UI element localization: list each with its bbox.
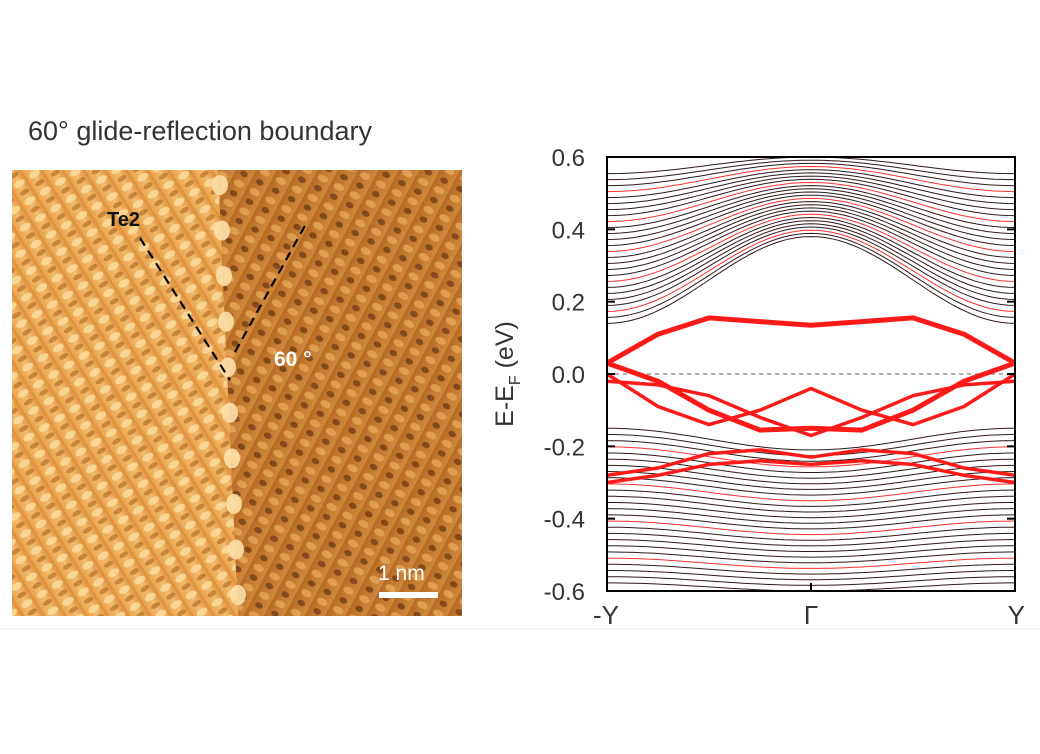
scalebar-label: 1 nm [378, 562, 425, 585]
surface-bands [607, 315, 1015, 485]
conduction-band [607, 213, 1015, 282]
stm-title: 60° glide-reflection boundary [28, 116, 373, 146]
surface-state-band [607, 379, 1015, 438]
conduction-band [607, 204, 1015, 264]
valence-band [607, 557, 1015, 569]
surface-state-band [607, 360, 1015, 433]
conduction-band [607, 223, 1015, 300]
valence-band [607, 563, 1015, 575]
surface-state-band [607, 448, 1015, 478]
conduction-band [607, 165, 1015, 193]
y-tick-label: -0.6 [544, 579, 585, 606]
boundary-atom [226, 493, 242, 514]
conduction-band [607, 169, 1015, 199]
valence-band [607, 514, 1015, 530]
surface-state-band [607, 315, 1015, 366]
valence-band [607, 570, 1015, 581]
boundary-atom [218, 311, 234, 332]
y-axis-label: E-EF (eV) [491, 321, 524, 427]
y-tick-label: 0.0 [552, 362, 585, 389]
boundary-atom [214, 220, 230, 241]
y-tick-label: 0.2 [552, 290, 585, 317]
te2-guide-line [139, 237, 231, 381]
conduction-band [607, 175, 1015, 211]
y-tick-label: -0.2 [544, 434, 585, 461]
angle-guide-line [234, 221, 308, 353]
y-tick-label: 0.6 [552, 145, 585, 172]
conduction-band [607, 178, 1015, 217]
valence-band [607, 440, 1015, 462]
valence-band [607, 477, 1015, 496]
valence-band [607, 539, 1015, 552]
valence-band [607, 483, 1015, 502]
valence-band [607, 582, 1015, 591]
valence-band [607, 532, 1015, 547]
te2-label: Te2 [107, 209, 140, 231]
bulk-bands [607, 157, 1015, 591]
valence-band [607, 551, 1015, 564]
x-axis: -Y Γ Y [593, 583, 1025, 630]
conduction-band [607, 210, 1015, 276]
valence-band [607, 446, 1015, 468]
page-divider [0, 628, 1040, 629]
conduction-band [607, 197, 1015, 252]
conduction-band [607, 157, 1015, 175]
angle-label: 60 ° [274, 348, 312, 371]
conduction-band [607, 188, 1015, 234]
stm-image: Te2 60 ° 1 nm [12, 170, 462, 616]
valence-band [607, 508, 1015, 524]
boundary-atom [222, 402, 238, 423]
conduction-band [607, 232, 1015, 318]
conduction-band [607, 201, 1015, 258]
boundary-atom [216, 266, 232, 287]
conduction-band [607, 226, 1015, 306]
conduction-band [607, 159, 1015, 181]
conduction-band [607, 220, 1015, 294]
conduction-band [607, 181, 1015, 223]
boundary-atoms [212, 175, 246, 605]
conduction-band [607, 191, 1015, 240]
y-axis: 0.6 0.4 0.2 0.0 -0.2 -0.4 -0.6 [544, 145, 1015, 606]
valence-band [607, 427, 1015, 451]
valence-band [607, 452, 1015, 473]
conduction-band [607, 162, 1015, 187]
valence-band [607, 495, 1015, 513]
surface-state-band [607, 459, 1015, 485]
conduction-band [607, 216, 1015, 288]
boundary-atom [224, 448, 240, 469]
conduction-band [607, 172, 1015, 205]
x-tick-label: -Y [593, 600, 619, 630]
scalebar [379, 592, 438, 598]
valence-band [607, 489, 1015, 507]
conduction-band [607, 236, 1015, 324]
valence-band [607, 545, 1015, 558]
valence-band [607, 502, 1015, 519]
y-tick-label: -0.4 [544, 507, 585, 534]
valence-band [607, 471, 1015, 490]
x-tick-label: Γ [804, 600, 818, 630]
boundary-atom [212, 175, 228, 195]
valence-band [607, 526, 1015, 541]
band-chart: 0.6 0.4 0.2 0.0 -0.2 -0.4 -0.6 -Y Γ Y E-EF (eV) [491, 145, 1025, 630]
y-tick-label: 0.4 [552, 217, 585, 244]
conduction-band [607, 185, 1015, 228]
conduction-band [607, 194, 1015, 246]
conduction-band [607, 207, 1015, 270]
boundary-atom [228, 539, 244, 560]
valence-band [607, 520, 1015, 536]
x-tick-label: Y [1008, 600, 1025, 630]
boundary-atom [230, 585, 246, 605]
conduction-band [607, 229, 1015, 312]
surface-state-band [607, 372, 1015, 427]
